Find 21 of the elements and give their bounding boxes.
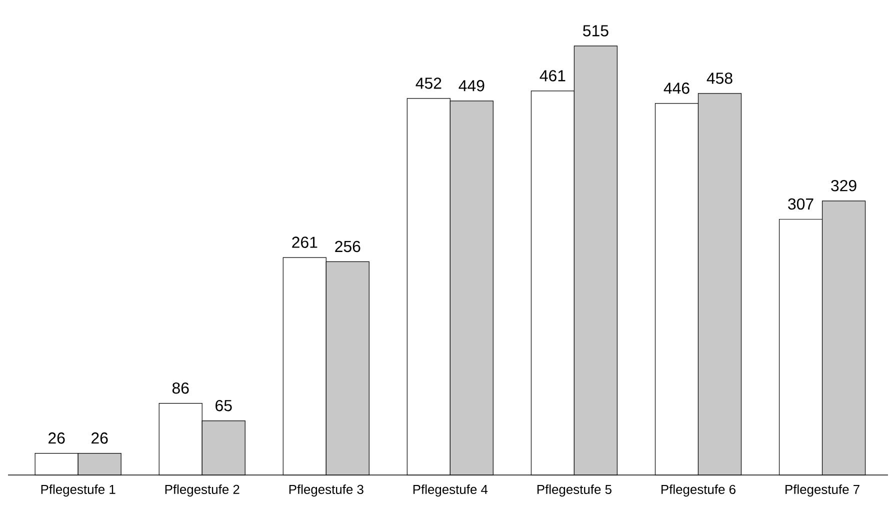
data-label: 261: [292, 236, 318, 248]
x-tick-label: Pflegestufe 5: [537, 484, 612, 497]
data-label: 26: [92, 432, 108, 444]
x-tick-label: Pflegestufe 2: [165, 484, 240, 497]
data-label: 452: [416, 78, 442, 89]
data-label: 458: [706, 72, 732, 84]
x-tick-label: Pflegestufe 1: [41, 484, 116, 497]
data-label: 446: [664, 82, 690, 94]
data-label: 307: [788, 198, 814, 210]
x-tick-label: Pflegestufe 4: [413, 484, 488, 497]
data-label: 26: [48, 432, 65, 444]
data-label: 329: [831, 180, 856, 192]
data-label: 65: [216, 400, 232, 412]
x-tick-label: Pflegestufe 7: [786, 484, 860, 497]
x-tick-label: Pflegestufe 3: [289, 484, 364, 497]
data-label: 449: [458, 80, 484, 92]
data-label: 461: [540, 70, 566, 82]
data-label: 515: [583, 25, 608, 36]
data-label: 86: [172, 382, 189, 394]
x-tick-label: Pflegestufe 6: [662, 484, 736, 497]
data-label: 256: [335, 240, 360, 252]
